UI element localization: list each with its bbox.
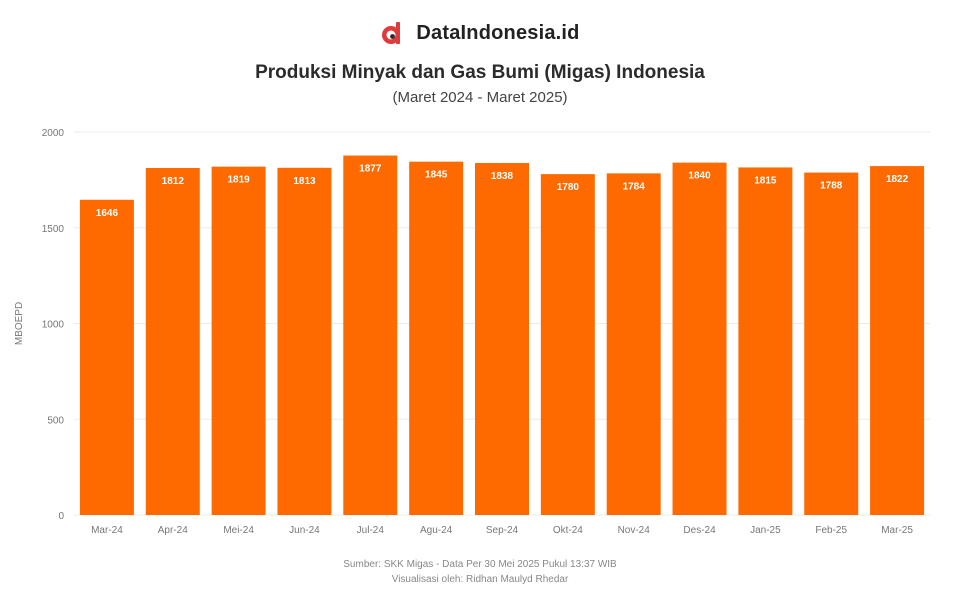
x-tick-label: Sep-24	[486, 525, 519, 536]
bar	[475, 163, 529, 515]
bar	[79, 199, 134, 515]
data-label: 1780	[557, 182, 580, 193]
y-axis-label: MBOEPD	[14, 302, 25, 345]
chart-source: Sumber: SKK Migas - Data Per 30 Mei 2025…	[343, 559, 617, 570]
dataindonesia-logo-icon	[382, 22, 401, 44]
bar	[409, 161, 464, 515]
bar	[277, 167, 332, 516]
data-label: 1845	[425, 170, 448, 181]
data-label: 1815	[754, 175, 777, 186]
brand-header: DataIndonesia.id	[0, 20, 960, 46]
data-label: 1822	[886, 174, 909, 185]
data-label: 1788	[820, 181, 843, 192]
data-label: 1784	[623, 181, 646, 192]
y-tick-label: 0	[58, 511, 64, 522]
bar	[738, 167, 793, 516]
x-tick-label: Jan-25	[750, 525, 781, 536]
chart-credit: Visualisasi oleh: Ridhan Maulyd Rhedar	[391, 574, 569, 585]
y-tick-label: 2000	[42, 128, 65, 139]
data-label: 1812	[162, 176, 185, 187]
data-label: 1813	[293, 176, 316, 187]
data-label: 1840	[688, 171, 711, 182]
x-tick-label: Des-24	[683, 525, 716, 536]
x-tick-label: Agu-24	[420, 525, 453, 536]
bar	[672, 162, 727, 515]
x-tick-label: Nov-24	[618, 525, 651, 536]
data-label: 1838	[491, 171, 514, 182]
data-label: 1646	[96, 208, 119, 219]
bar	[540, 174, 595, 515]
x-tick-label: Jun-24	[289, 525, 320, 536]
data-label: 1877	[359, 164, 382, 175]
bar	[606, 173, 661, 515]
y-tick-label: 1500	[42, 224, 65, 235]
bar	[804, 172, 859, 515]
bar	[145, 168, 200, 515]
y-tick-label: 1000	[42, 320, 65, 331]
x-tick-label: Mar-25	[881, 525, 913, 536]
bar	[870, 166, 925, 515]
x-tick-label: Apr-24	[158, 525, 188, 536]
x-tick-label: Mei-24	[223, 525, 254, 536]
data-label: 1819	[227, 175, 250, 186]
bar	[211, 166, 266, 515]
x-tick-label: Jul-24	[357, 525, 385, 536]
x-tick-label: Feb-25	[815, 525, 847, 536]
x-tick-label: Okt-24	[553, 525, 583, 536]
brand-name: DataIndonesia.id	[416, 21, 580, 44]
chart-title: Produksi Minyak dan Gas Bumi (Migas) Ind…	[255, 62, 705, 83]
bar	[343, 155, 398, 515]
chart-subtitle: (Maret 2024 - Maret 2025)	[392, 89, 568, 106]
x-tick-label: Mar-24	[91, 525, 123, 536]
y-tick-label: 500	[47, 415, 64, 426]
